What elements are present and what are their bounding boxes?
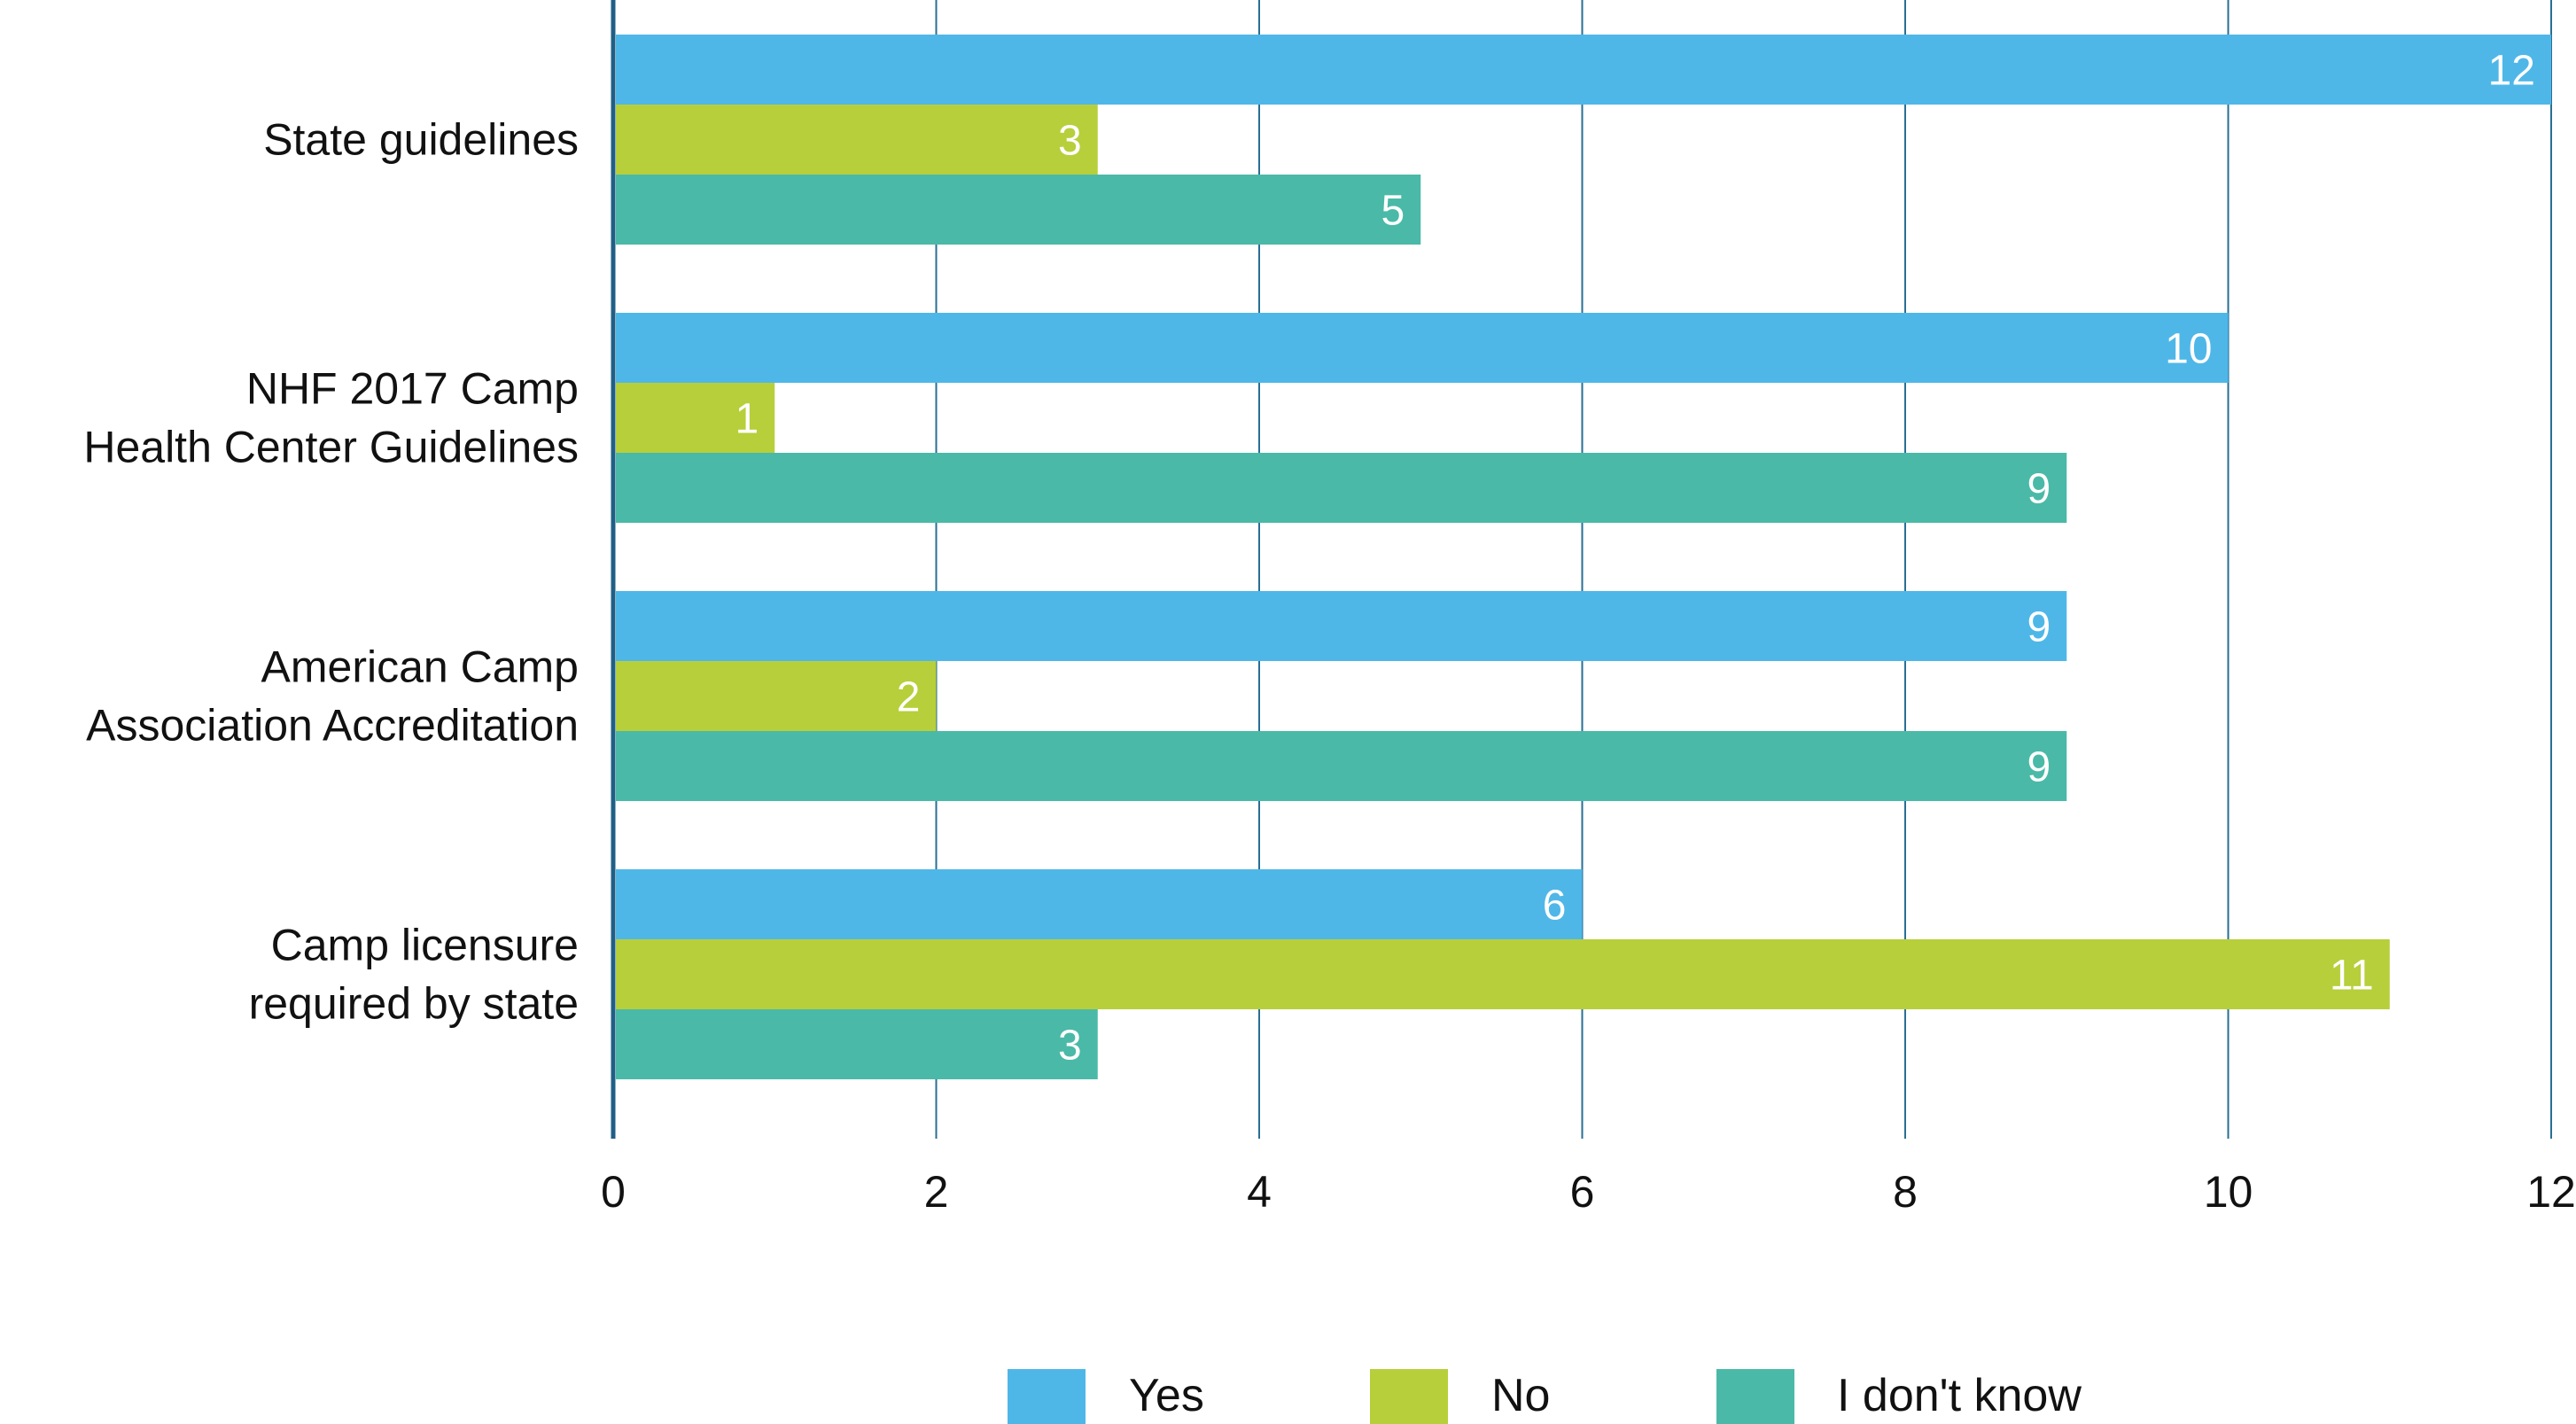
legend-label: Yes	[1129, 1370, 1204, 1421]
x-tick-label: 0	[601, 1167, 626, 1217]
bar-yes	[616, 313, 2229, 383]
category-label: Association Accreditation	[86, 701, 579, 751]
legend-swatch	[1008, 1369, 1086, 1424]
data-label: 2	[897, 674, 921, 721]
category-label: State guidelines	[263, 115, 579, 165]
bar-yes	[616, 591, 2067, 661]
bars: 12 3 5 10 1 9 9 2 9 6 11 3	[616, 35, 2551, 1079]
data-label: 12	[2488, 48, 2535, 95]
x-tick-labels: 0 2 4 6 8 10 12	[601, 1167, 2576, 1217]
data-label: 10	[2165, 326, 2212, 373]
bar-i-don-t-know	[616, 453, 2067, 523]
x-tick-label: 4	[1247, 1167, 1272, 1217]
legend-label: No	[1491, 1370, 1550, 1421]
category-label: Health Center Guidelines	[83, 423, 579, 472]
data-label: 6	[1543, 883, 1567, 930]
x-tick-label: 8	[1893, 1167, 1918, 1217]
bar-i-don-t-know	[616, 175, 1421, 245]
bar-no	[616, 105, 1098, 175]
legend-swatch	[1370, 1369, 1448, 1424]
x-tick-label: 2	[924, 1167, 949, 1217]
data-label: 3	[1058, 118, 1082, 165]
legend-swatch	[1716, 1369, 1794, 1424]
data-label: 9	[2027, 604, 2051, 651]
data-label: 1	[735, 396, 759, 443]
category-label: required by state	[249, 979, 579, 1029]
data-label: 3	[1058, 1023, 1082, 1070]
category-label: American Camp	[261, 642, 579, 692]
bar-yes	[616, 869, 1583, 939]
category-labels: State guidelines NHF 2017 Camp Health Cent…	[83, 115, 579, 1029]
bar-yes	[616, 35, 2551, 105]
data-label: 11	[2330, 953, 2374, 1000]
bar-no	[616, 383, 775, 453]
x-tick-label: 12	[2526, 1167, 2576, 1217]
bar-i-don-t-know	[616, 1009, 1098, 1079]
legend: Yes No I don't know	[1008, 1369, 2082, 1424]
data-label: 9	[2027, 466, 2051, 513]
category-label: NHF 2017 Camp	[246, 364, 579, 414]
legend-label: I don't know	[1837, 1370, 2082, 1421]
x-tick-label: 10	[2204, 1167, 2253, 1217]
data-label: 9	[2027, 744, 2051, 791]
category-label: Camp licensure	[271, 921, 579, 970]
data-label: 5	[1381, 188, 1405, 235]
x-tick-label: 6	[1570, 1167, 1595, 1217]
bar-no	[616, 939, 2390, 1009]
bar-no	[616, 661, 937, 731]
bar-i-don-t-know	[616, 731, 2067, 801]
